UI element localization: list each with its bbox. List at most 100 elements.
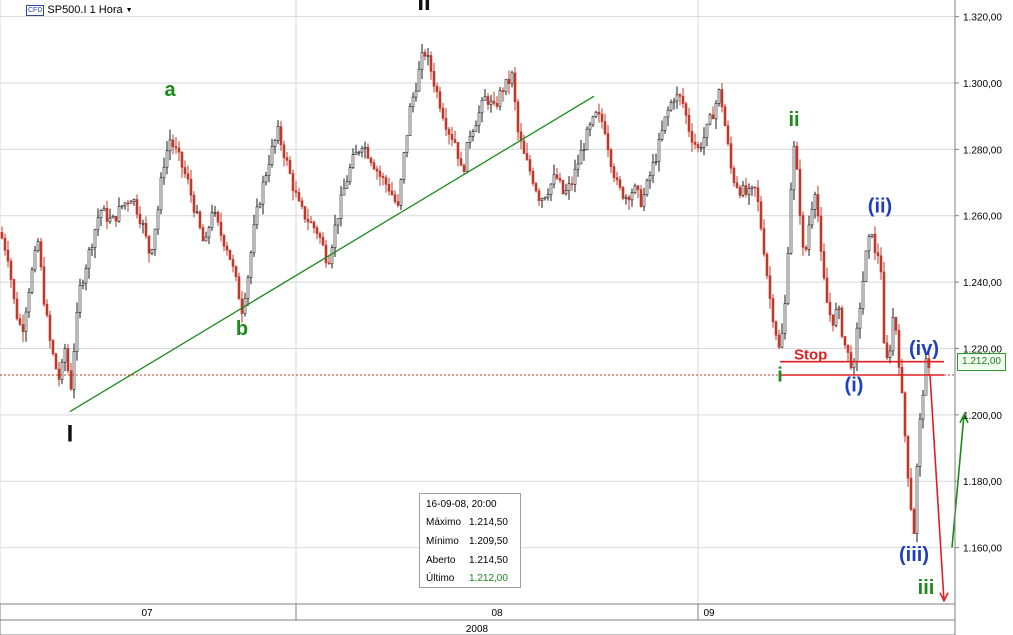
candle-body	[867, 236, 871, 252]
candle-body	[801, 215, 805, 248]
candle-body	[570, 183, 574, 185]
candle-body	[630, 192, 634, 201]
candle-body	[915, 466, 919, 535]
candle-59	[57, 361, 61, 387]
candle-866	[864, 250, 868, 282]
candle-body	[192, 194, 196, 213]
candle-body	[45, 303, 49, 316]
wave-label-9: (iii)	[899, 544, 929, 566]
candle-body	[210, 212, 214, 228]
candle-body	[42, 266, 46, 305]
candle-173	[171, 134, 175, 155]
candle-452	[450, 126, 454, 147]
candle-251	[249, 250, 253, 285]
candle-188	[186, 165, 190, 185]
candle-body	[765, 253, 769, 277]
candle-605	[603, 113, 607, 136]
candle-body	[603, 121, 607, 134]
candle-body	[663, 116, 667, 131]
candle-body	[246, 277, 250, 299]
candle-179	[177, 141, 181, 161]
candle-body	[681, 95, 685, 104]
candle-380	[378, 165, 382, 186]
candle-body	[585, 128, 589, 151]
candle-890	[888, 344, 892, 364]
candle-20	[18, 313, 22, 327]
candle-371	[369, 156, 373, 167]
candle-227	[225, 241, 229, 256]
candle-body	[111, 216, 115, 219]
candle-611	[609, 147, 613, 174]
candle-140	[138, 206, 142, 229]
candle-body	[117, 206, 121, 222]
candle-body	[486, 96, 490, 105]
candle-128	[126, 199, 130, 212]
candle-body	[102, 207, 106, 211]
candle-83	[81, 279, 85, 290]
candle-845	[843, 336, 847, 349]
symbol-label[interactable]: SP500.I 1 Hora	[47, 4, 123, 16]
candle-body	[873, 233, 877, 254]
candle-773	[771, 294, 775, 328]
chart-header[interactable]: CFD SP500.I 1 Hora ▼	[26, 3, 133, 17]
candle-743	[741, 180, 745, 198]
candle-body	[345, 181, 349, 189]
candle-206	[204, 231, 208, 242]
candle-body	[573, 168, 577, 185]
candle-body	[30, 269, 34, 293]
candle-body	[678, 94, 682, 97]
candle-body	[456, 142, 460, 159]
candle-body	[249, 252, 253, 278]
candle-899	[897, 324, 901, 377]
candle-761	[759, 196, 763, 231]
candle-461	[459, 151, 463, 166]
info-label-last: Último	[426, 573, 455, 584]
candle-body	[180, 151, 184, 168]
candle-677	[675, 86, 679, 109]
candle-125	[123, 202, 127, 210]
candle-425	[423, 49, 427, 61]
candle-638	[636, 184, 640, 199]
candle-body	[819, 215, 823, 252]
candle-body	[552, 174, 556, 185]
candle-body	[621, 187, 625, 199]
candle-902	[900, 358, 904, 394]
candle-842	[840, 305, 844, 339]
candle-482	[480, 97, 484, 123]
candle-386	[384, 174, 388, 193]
candle-782	[780, 323, 784, 349]
candle-body	[471, 131, 475, 137]
candle-body	[138, 213, 142, 224]
candle-350	[348, 163, 352, 185]
candle-body	[495, 103, 499, 107]
candle-body	[153, 228, 157, 250]
candle-566	[564, 183, 568, 196]
candle-body	[216, 212, 220, 223]
wave-label-10: (iv)	[909, 338, 939, 360]
candle-body	[624, 196, 628, 199]
caret-down-icon[interactable]: ▼	[125, 6, 133, 14]
candle-body	[618, 179, 622, 188]
candle-body	[855, 327, 859, 363]
candle-body	[150, 249, 154, 254]
candle-body	[282, 144, 286, 158]
candle-701	[699, 142, 703, 153]
candle-905	[903, 391, 907, 443]
candle-body	[531, 171, 535, 184]
candle-104	[102, 205, 106, 211]
candle-101	[99, 209, 103, 227]
candle-body	[159, 177, 163, 211]
candle-body	[270, 146, 274, 165]
candle-464	[462, 163, 466, 175]
candle-body	[357, 151, 361, 154]
candle-body	[498, 90, 502, 107]
y-tick-label-7: 1.180,00	[963, 477, 1002, 488]
candle-body	[522, 140, 526, 154]
candle-body	[15, 298, 19, 320]
candle-329	[327, 256, 331, 265]
candle-body	[387, 184, 391, 192]
candle-body	[642, 194, 646, 207]
candle-body	[165, 150, 169, 168]
